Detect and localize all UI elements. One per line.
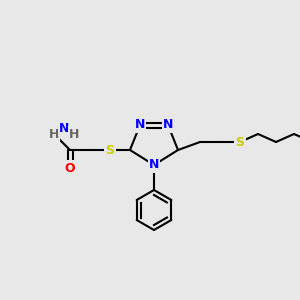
- Text: H: H: [49, 128, 59, 140]
- Text: O: O: [65, 161, 75, 175]
- Text: H: H: [69, 128, 79, 140]
- Text: N: N: [59, 122, 69, 134]
- Text: N: N: [163, 118, 173, 131]
- Text: N: N: [149, 158, 159, 172]
- Text: S: S: [106, 143, 115, 157]
- Text: S: S: [236, 136, 244, 148]
- Text: N: N: [135, 118, 145, 131]
